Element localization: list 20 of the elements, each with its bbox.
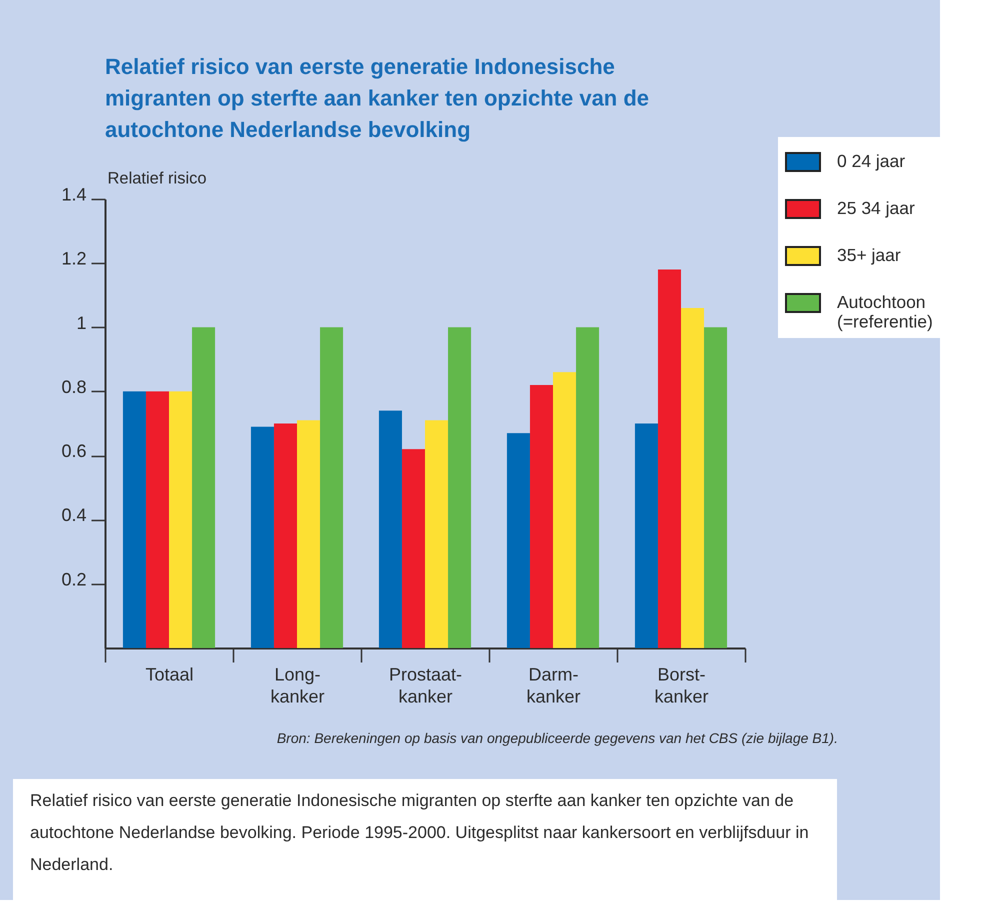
x-tick-label: Totaal [145,664,194,684]
x-tick-label: Long-kanker [270,664,325,706]
y-tick-label: 1 [76,312,86,333]
y-tick-label: 0.4 [61,505,86,526]
x-tick-label: Prostaat-kanker [388,664,462,706]
x-tick-label: Borst-kanker [654,664,709,706]
chart-title: Relatief risico van eerste generatie Indonesische migranten op sterfte aan kanker ten opzichte van de autochtone Nederlandse bevolking [105,54,650,142]
y-axis-title: Relatief risico [108,170,207,188]
text: Relatief risico van eerste generatie Indonesische migranten op sterfte aan kanker ten opzichte van de autochtone Nederlandse bevolking. Periode 1995-2000. Uitgesplitst naar kankersoort en verblijfsduur in Nederland. [30,791,809,874]
y-tick-label: 0.6 [61,441,86,462]
x-tick-label: Darm-kanker [526,664,581,706]
legend-label: 0 24 jaar [837,151,906,171]
text: Bron: Berekeningen op basis van ongepubliceerde gegevens van het CBS (zie bijlage B1). [276,730,838,746]
y-tick-label: 1.4 [61,184,86,204]
y-tick-label: 0.8 [61,376,86,397]
legend-label: 35+ jaar [837,245,901,265]
y-tick-label: 1.2 [61,248,86,269]
legend-label: 25 34 jaar [837,198,916,218]
legend-label: Autochtoon (=referentie) [837,292,933,332]
y-tick-label: 0.2 [61,569,86,590]
